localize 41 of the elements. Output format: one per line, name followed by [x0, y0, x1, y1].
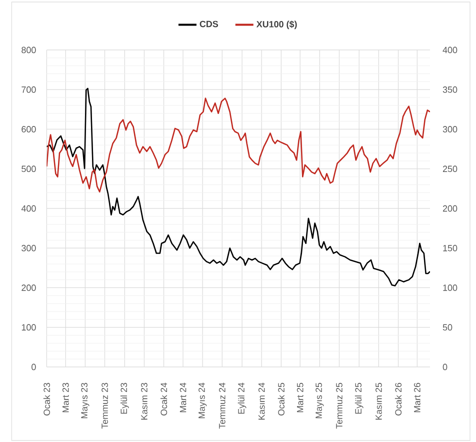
x-tick-label: Mayıs 23 [81, 382, 90, 418]
x-tick-label: Eylül 25 [354, 382, 364, 414]
x-tick-label: Mart 25 [296, 382, 304, 412]
y-tick-label: 700 [22, 86, 36, 93]
x-tick-label: Ocak 23 [43, 382, 50, 416]
line-series [46, 98, 430, 192]
y2-tick-label: 400 [442, 46, 458, 54]
y-tick-label: 300 [22, 244, 36, 252]
y-tick-label: 200 [22, 284, 36, 291]
x-tick-label: Kasım 25 [376, 382, 382, 420]
y-tick-label: 500 [22, 166, 36, 172]
x-tick-label: Eylül 23 [120, 382, 129, 414]
x-tick-label: Eylül 24 [238, 382, 246, 414]
y2-tick-label: 250 [442, 166, 458, 172]
y2-tick-label: 300 [442, 126, 458, 132]
y-tick-label: 600 [22, 126, 36, 132]
x-tick-label: Ocak 26 [394, 382, 402, 416]
y2-tick-label: 0 [442, 364, 448, 370]
legend-label: CDS [200, 20, 218, 28]
y-tick-label: 800 [22, 46, 36, 54]
x-tick-label: Mayıs 24 [198, 382, 207, 418]
x-tick-label: Temmuz 25 [336, 382, 342, 429]
y2-tick-label: 100 [443, 284, 458, 291]
y-tick-label: 100 [22, 324, 36, 331]
y-tick-label: 400 [21, 205, 36, 212]
y-tick-label: 0 [32, 364, 36, 370]
x-tick-label: Mart 23 [62, 382, 69, 412]
x-tick-label: Kasım 24 [258, 382, 265, 420]
x-tick-label: Kasım 23 [141, 382, 148, 420]
y2-tick-label: 350 [442, 86, 458, 93]
x-tick-label: Temmuz 23 [102, 382, 108, 429]
x-tick-label: Temmuz 24 [218, 382, 226, 429]
y2-tick-label: 150 [443, 244, 458, 252]
legend-label: XU100 ($) [256, 20, 297, 30]
y2-tick-label: 200 [442, 205, 458, 212]
x-tick-label: Mayıs 25 [316, 382, 324, 418]
x-tick-label: Mart 24 [180, 382, 186, 412]
x-tick-label: Ocak 25 [278, 382, 284, 416]
y2-tick-label: 50 [442, 324, 452, 331]
x-tick-label: Ocak 24 [160, 382, 168, 416]
x-tick-label: Mart 26 [414, 382, 420, 412]
